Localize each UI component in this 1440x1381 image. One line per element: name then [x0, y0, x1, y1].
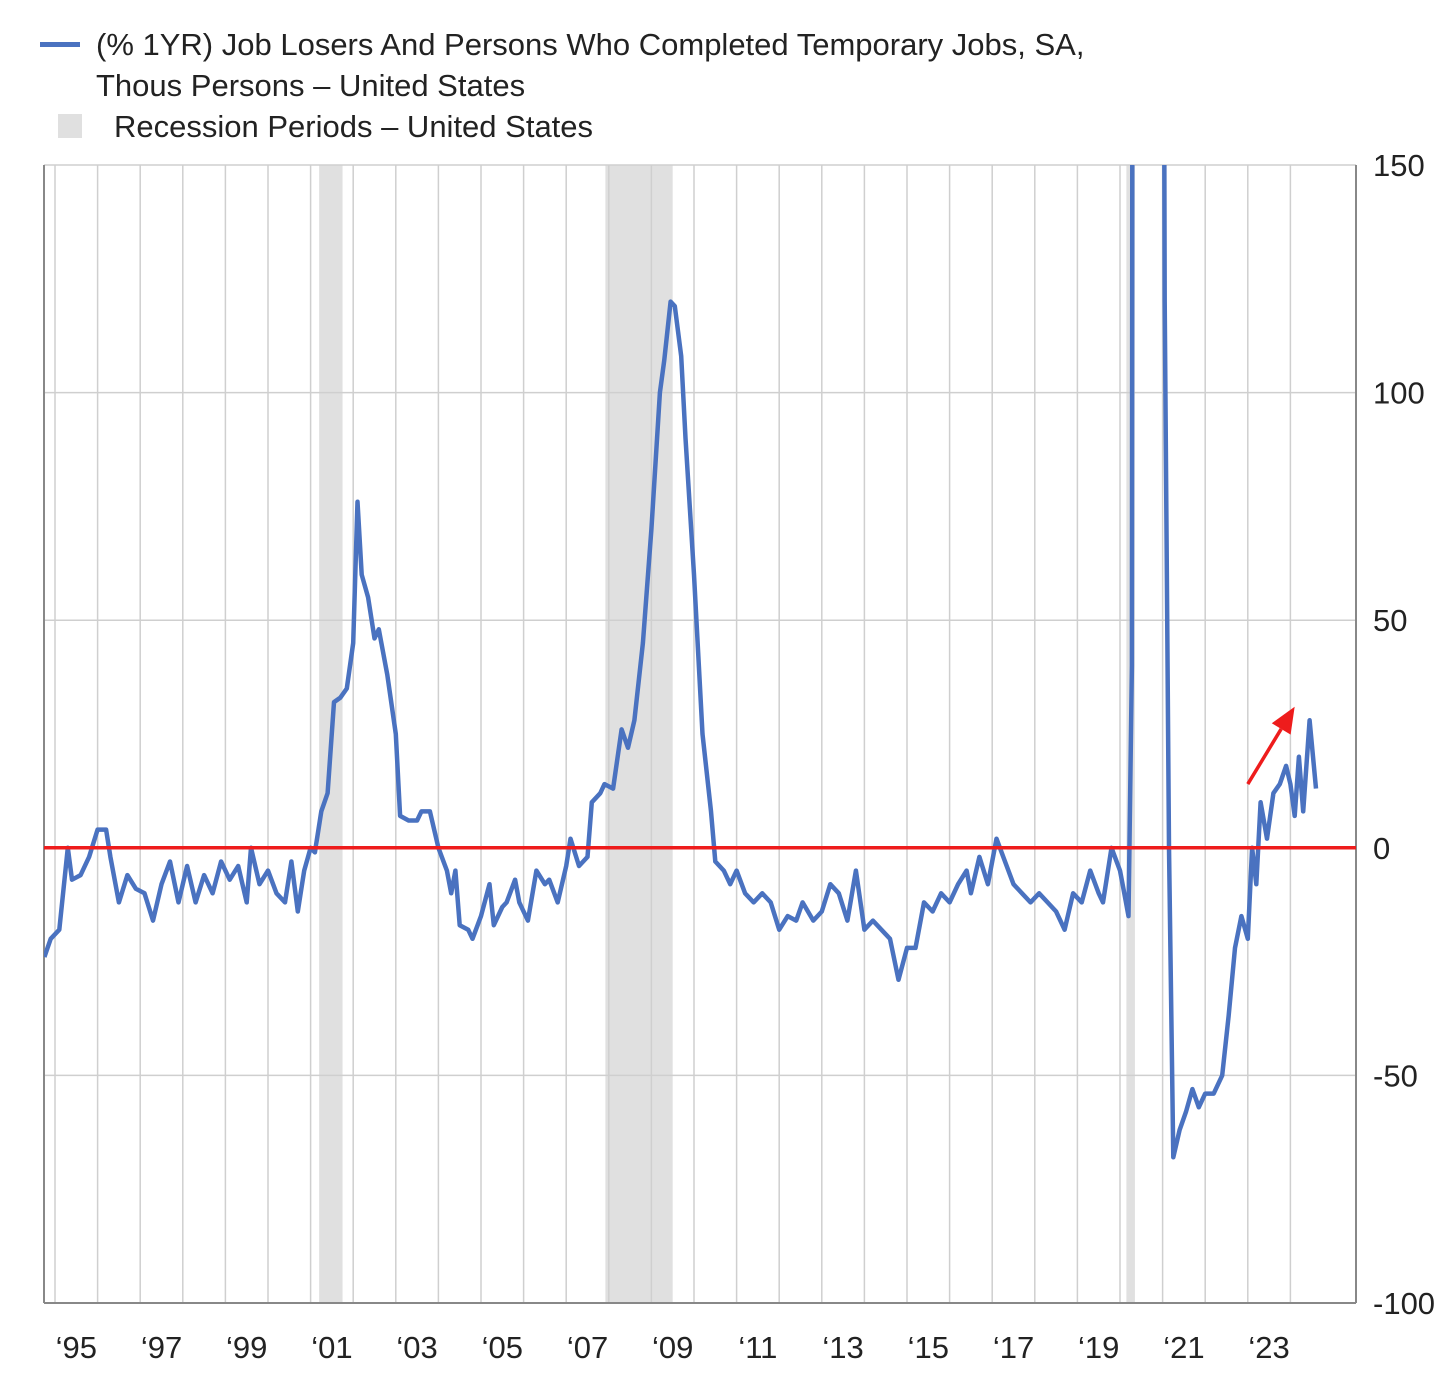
x-tick-label: ‘97	[141, 1330, 182, 1365]
axes	[43, 165, 1357, 1304]
x-tick-label: ‘07	[567, 1330, 608, 1365]
trend-arrow-head	[1271, 706, 1295, 735]
x-tick-label: ‘19	[1078, 1330, 1119, 1365]
legend-recession-label: Recession Periods – United States	[114, 109, 594, 144]
annotations	[44, 706, 1356, 850]
trend-arrow-shaft	[1246, 728, 1283, 785]
y-tick-label: -100	[1373, 1286, 1435, 1321]
x-tick-label: ‘09	[652, 1330, 693, 1365]
gridlines	[44, 164, 1356, 1304]
x-tick-label: ‘13	[822, 1330, 863, 1365]
y-tick-label: -50	[1373, 1058, 1418, 1093]
x-tick-label: ‘03	[396, 1330, 437, 1365]
x-tick-label: ‘95	[56, 1330, 97, 1365]
x-tick-label: ‘21	[1163, 1330, 1204, 1365]
x-tick-label: ‘15	[908, 1330, 949, 1365]
y-tick-labels: 150 100 50 0 -50 -100	[1373, 148, 1435, 1321]
series-layer	[44, 165, 1319, 1160]
x-tick-labels: ‘95 ‘97 ‘99 ‘01 ‘03 ‘05 ‘07 ‘09 ‘11 ‘13 ‘15 ‘17 ‘19 ‘…	[56, 1330, 1290, 1365]
series-line	[44, 165, 1319, 1160]
recession-band	[605, 165, 673, 1303]
y-tick-label: 150	[1373, 148, 1425, 183]
x-tick-label: ‘05	[482, 1330, 523, 1365]
x-tick-label: ‘11	[738, 1330, 777, 1365]
recession-bands	[319, 165, 1135, 1303]
x-tick-label: ‘99	[226, 1330, 267, 1365]
legend-series-swatch	[40, 42, 80, 47]
legend-series-label: (% 1YR) Job Losers And Persons Who Compl…	[96, 27, 1085, 103]
legend-item-recession: Recession Periods – United States	[40, 106, 1096, 147]
legend-item-series: (% 1YR) Job Losers And Persons Who Compl…	[40, 24, 1096, 106]
legend: (% 1YR) Job Losers And Persons Who Compl…	[40, 24, 1096, 147]
y-tick-label: 50	[1373, 603, 1407, 638]
x-tick-label: ‘01	[311, 1330, 352, 1365]
x-tick-label: ‘17	[993, 1330, 1034, 1365]
x-tick-label: ‘23	[1248, 1330, 1289, 1365]
y-tick-label: 0	[1373, 831, 1390, 866]
legend-recession-swatch	[58, 114, 82, 138]
y-tick-label: 100	[1373, 376, 1425, 411]
